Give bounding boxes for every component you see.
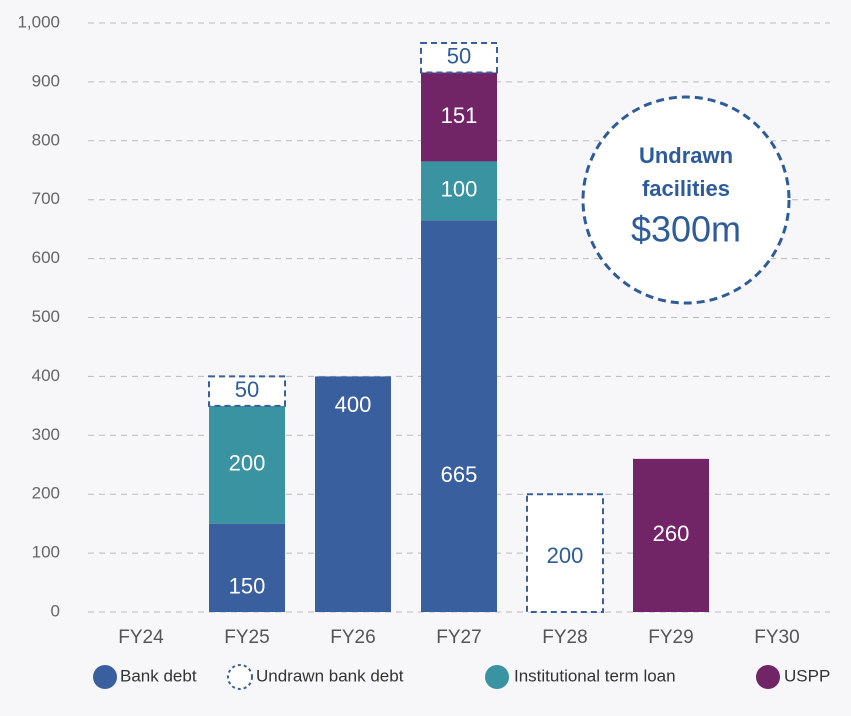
bar-label: 260: [653, 521, 690, 546]
y-tick-label: 0: [51, 601, 60, 620]
bar: [315, 376, 391, 612]
legend-label: Institutional term loan: [514, 666, 676, 685]
x-tick-label: FY26: [330, 627, 375, 648]
y-tick-label: 700: [32, 189, 60, 208]
y-tick-label: 100: [32, 543, 60, 562]
annotation-bubble: [581, 95, 791, 305]
x-tick-label: FY24: [118, 627, 164, 648]
undrawn-bar: [526, 493, 604, 614]
x-tick-label: FY28: [542, 627, 587, 648]
x-tick-label: FY30: [754, 627, 799, 648]
legend-swatch: [227, 664, 253, 690]
y-tick-label: 400: [32, 366, 60, 385]
bar: [209, 405, 285, 524]
bar-label: 200: [547, 543, 584, 568]
bar-label: 100: [441, 177, 478, 202]
y-tick-label: 1,000: [17, 12, 60, 31]
y-tick-label: 500: [32, 307, 60, 326]
annotation-text: Undrawn: [639, 143, 733, 168]
bar: [633, 458, 709, 612]
legend-swatch: [93, 665, 117, 689]
legend-swatch: [756, 665, 780, 689]
bar-label: 50: [447, 44, 471, 69]
undrawn-bar: [208, 375, 286, 407]
bar: [421, 220, 497, 612]
x-tick-label: FY27: [436, 627, 481, 648]
bar-label: 665: [441, 462, 478, 487]
x-tick-label: FY25: [224, 627, 269, 648]
y-tick-label: 800: [32, 130, 60, 149]
bar-label: 200: [229, 451, 266, 476]
bar: [209, 523, 285, 612]
bar: [421, 72, 497, 162]
legend-swatch: [485, 665, 509, 689]
x-tick-label: FY29: [648, 627, 693, 648]
undrawn-bar: [420, 42, 498, 74]
legend-label: Bank debt: [120, 666, 197, 685]
bar-label: 50: [235, 377, 259, 402]
legend-label: USPP: [784, 666, 830, 685]
bar-label: 400: [335, 392, 372, 417]
annotation-text: facilities: [642, 176, 730, 201]
y-tick-label: 300: [32, 425, 60, 444]
y-tick-label: 900: [32, 71, 60, 90]
bar-label: 151: [441, 103, 478, 128]
legend-label: Undrawn bank debt: [256, 666, 404, 685]
y-tick-label: 600: [32, 248, 60, 267]
bar-label: 150: [229, 574, 266, 599]
annotation-value: $300m: [631, 209, 741, 250]
bar: [421, 161, 497, 221]
y-tick-label: 200: [32, 484, 60, 503]
